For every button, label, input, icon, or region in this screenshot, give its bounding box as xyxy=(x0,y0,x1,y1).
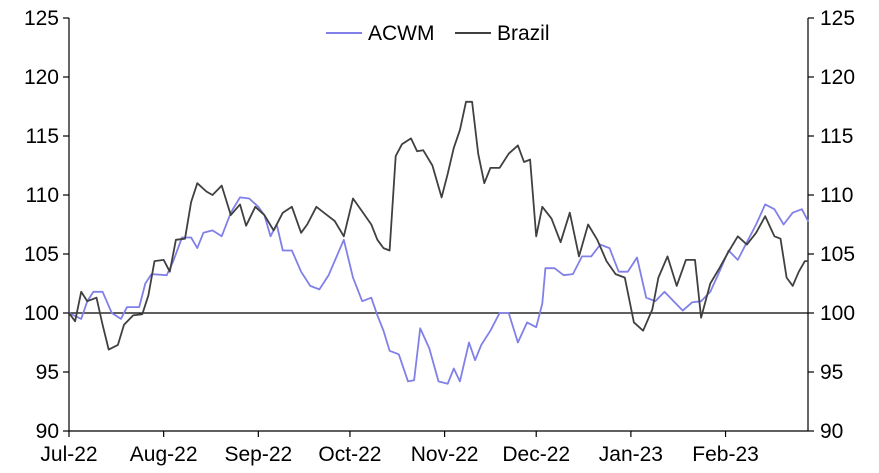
y-tick-label-left: 125 xyxy=(24,7,59,30)
y-tick-label-left: 115 xyxy=(26,125,59,148)
x-tick-label: Oct-22 xyxy=(318,443,381,466)
legend: ACWM Brazil xyxy=(326,22,550,45)
y-tick-label-right: 110 xyxy=(820,184,853,207)
y-tick-label-left: 100 xyxy=(24,302,59,325)
x-tick-label: Aug-22 xyxy=(130,443,198,466)
plot-frame xyxy=(68,18,809,432)
y-tick-label-left: 110 xyxy=(26,184,59,207)
x-tick-label: Jul-22 xyxy=(40,443,97,466)
y-tick-label-right: 115 xyxy=(820,125,853,148)
legend-label-brazil: Brazil xyxy=(497,22,550,45)
legend-label-acwm: ACWM xyxy=(368,22,435,45)
axis-layer: 90 90 95 95 100 100 105 105 110 110 115 115 120 120 12… xyxy=(24,7,855,466)
y-tick-label-right: 120 xyxy=(820,66,855,89)
x-tick-label: Dec-22 xyxy=(502,443,570,466)
y-tick-label-right: 105 xyxy=(820,243,855,266)
series-line-brazil xyxy=(68,100,809,351)
y-tick-label-right: 90 xyxy=(820,420,843,443)
y-tick-label-left: 90 xyxy=(36,420,59,443)
y-tick-label-left: 105 xyxy=(24,243,59,266)
series-line-acwm xyxy=(68,196,809,385)
y-tick-label-right: 95 xyxy=(820,361,843,384)
y-tick-label-left: 95 xyxy=(36,361,59,384)
y-tick-label-left: 120 xyxy=(24,66,59,89)
y-tick-label-right: 100 xyxy=(820,302,855,325)
x-tick-label: Sep-22 xyxy=(224,443,292,466)
x-tick-label: Jan-23 xyxy=(599,443,663,466)
series-layer xyxy=(68,100,809,385)
x-tick-label: Nov-22 xyxy=(411,443,479,466)
y-tick-label-right: 125 xyxy=(820,7,855,30)
x-tick-label: Feb-23 xyxy=(692,443,759,466)
